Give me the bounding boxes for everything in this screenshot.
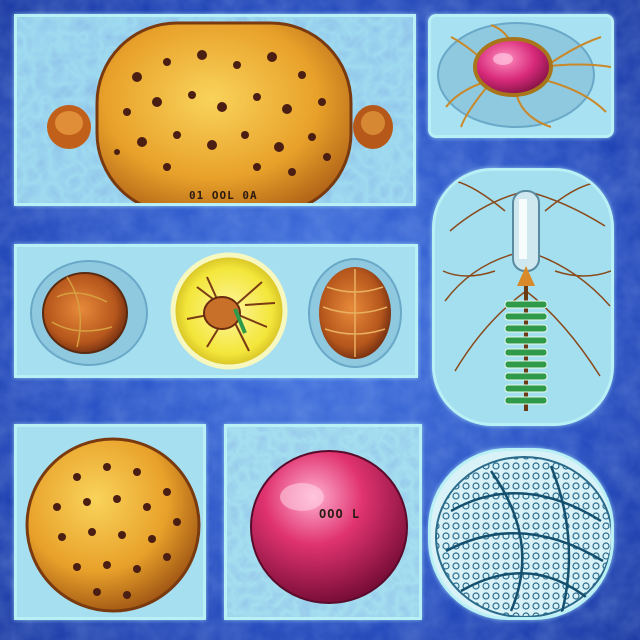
- pink-sphere-label: OOO L: [319, 507, 361, 521]
- panel-pink-nucleus-cell: [428, 14, 614, 138]
- large-orange-cell-illustration: [17, 17, 413, 203]
- panel-cell-strip: [14, 244, 418, 378]
- cell-strip-illustration: [17, 247, 415, 375]
- panel-net-cell: [428, 448, 614, 620]
- pink-sphere-illustration: [227, 427, 419, 617]
- orange-sphere-illustration: [17, 427, 203, 617]
- net-cell-illustration: [431, 451, 611, 617]
- panel-pink-sphere: OOO L: [224, 424, 422, 620]
- neuron-cell-illustration: [435, 171, 611, 423]
- pink-nucleus-illustration: [431, 17, 611, 135]
- panel-neuron-cell: [432, 168, 614, 426]
- panel-large-orange-cell: 01 OOL 0A: [14, 14, 416, 206]
- panel-orange-sphere: [14, 424, 206, 620]
- top-cell-label: 01 OOL 0A: [189, 189, 258, 202]
